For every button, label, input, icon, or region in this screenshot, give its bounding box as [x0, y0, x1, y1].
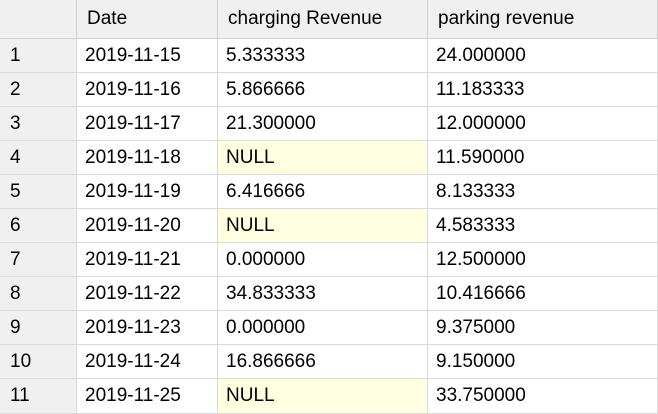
table-row: 7 2019-11-21 0.000000 12.500000 [0, 243, 658, 277]
row-number[interactable]: 5 [0, 175, 77, 209]
date-cell[interactable]: 2019-11-18 [77, 141, 218, 175]
column-header-charging-revenue[interactable]: charging Revenue [218, 0, 428, 39]
table-row: 6 2019-11-20 NULL 4.583333 [0, 209, 658, 243]
charging-revenue-null-cell[interactable]: NULL [218, 141, 428, 175]
date-cell[interactable]: 2019-11-23 [77, 311, 218, 345]
table-row: 11 2019-11-25 NULL 33.750000 [0, 379, 658, 414]
date-cell[interactable]: 2019-11-21 [77, 243, 218, 277]
parking-revenue-cell[interactable]: 9.375000 [428, 311, 658, 345]
date-cell[interactable]: 2019-11-20 [77, 209, 218, 243]
table-row: 3 2019-11-17 21.300000 12.000000 [0, 107, 658, 141]
row-number-header[interactable] [0, 0, 77, 39]
row-number[interactable]: 6 [0, 209, 77, 243]
row-number[interactable]: 7 [0, 243, 77, 277]
date-cell[interactable]: 2019-11-19 [77, 175, 218, 209]
row-number[interactable]: 1 [0, 39, 77, 73]
charging-revenue-cell[interactable]: 5.866666 [218, 73, 428, 107]
charging-revenue-cell[interactable]: 0.000000 [218, 243, 428, 277]
parking-revenue-cell[interactable]: 4.583333 [428, 209, 658, 243]
parking-revenue-cell[interactable]: 11.590000 [428, 141, 658, 175]
table-row: 4 2019-11-18 NULL 11.590000 [0, 141, 658, 175]
charging-revenue-cell[interactable]: 6.416666 [218, 175, 428, 209]
row-number[interactable]: 4 [0, 141, 77, 175]
column-header-date[interactable]: Date [77, 0, 218, 39]
table-row: 1 2019-11-15 5.333333 24.000000 [0, 39, 658, 73]
date-cell[interactable]: 2019-11-17 [77, 107, 218, 141]
charging-revenue-null-cell[interactable]: NULL [218, 379, 428, 414]
charging-revenue-cell[interactable]: 34.833333 [218, 277, 428, 311]
row-number[interactable]: 3 [0, 107, 77, 141]
column-header-parking-revenue[interactable]: parking revenue [428, 0, 658, 39]
parking-revenue-cell[interactable]: 11.183333 [428, 73, 658, 107]
row-number[interactable]: 10 [0, 345, 77, 379]
header-row: Date charging Revenue parking revenue [0, 0, 658, 39]
table-row: 5 2019-11-19 6.416666 8.133333 [0, 175, 658, 209]
parking-revenue-cell[interactable]: 8.133333 [428, 175, 658, 209]
parking-revenue-cell[interactable]: 24.000000 [428, 39, 658, 73]
parking-revenue-cell[interactable]: 10.416666 [428, 277, 658, 311]
charging-revenue-null-cell[interactable]: NULL [218, 209, 428, 243]
row-number[interactable]: 9 [0, 311, 77, 345]
table-row: 8 2019-11-22 34.833333 10.416666 [0, 277, 658, 311]
parking-revenue-cell[interactable]: 33.750000 [428, 379, 658, 414]
date-cell[interactable]: 2019-11-15 [77, 39, 218, 73]
date-cell[interactable]: 2019-11-16 [77, 73, 218, 107]
date-cell[interactable]: 2019-11-24 [77, 345, 218, 379]
charging-revenue-cell[interactable]: 16.866666 [218, 345, 428, 379]
row-number[interactable]: 8 [0, 277, 77, 311]
date-cell[interactable]: 2019-11-25 [77, 379, 218, 414]
table-row: 10 2019-11-24 16.866666 9.150000 [0, 345, 658, 379]
row-number[interactable]: 11 [0, 379, 77, 414]
parking-revenue-cell[interactable]: 12.500000 [428, 243, 658, 277]
parking-revenue-cell[interactable]: 9.150000 [428, 345, 658, 379]
charging-revenue-cell[interactable]: 5.333333 [218, 39, 428, 73]
table-row: 9 2019-11-23 0.000000 9.375000 [0, 311, 658, 345]
date-cell[interactable]: 2019-11-22 [77, 277, 218, 311]
charging-revenue-cell[interactable]: 0.000000 [218, 311, 428, 345]
parking-revenue-cell[interactable]: 12.000000 [428, 107, 658, 141]
table-row: 2 2019-11-16 5.866666 11.183333 [0, 73, 658, 107]
charging-revenue-cell[interactable]: 21.300000 [218, 107, 428, 141]
row-number[interactable]: 2 [0, 73, 77, 107]
